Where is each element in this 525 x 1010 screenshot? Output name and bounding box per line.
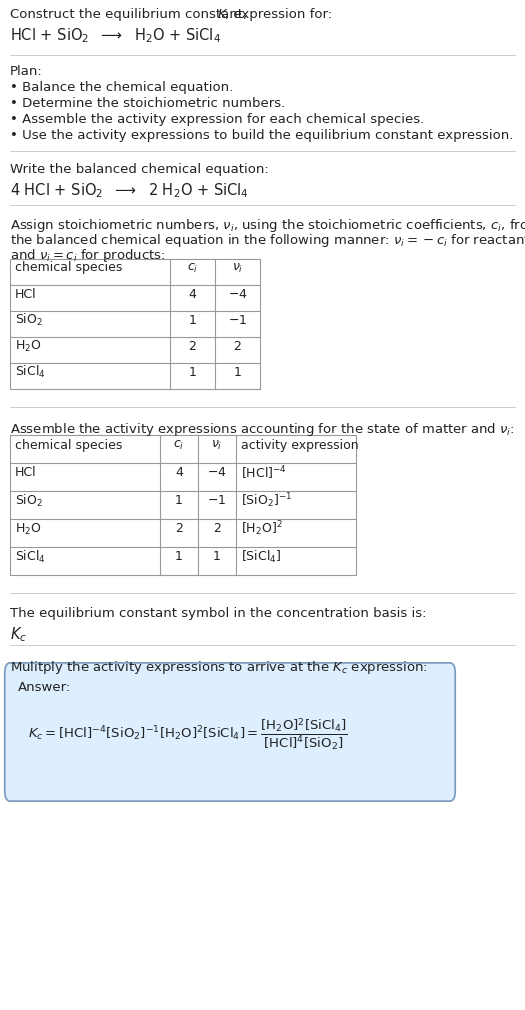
Text: 4: 4: [188, 288, 196, 301]
Text: Write the balanced chemical equation:: Write the balanced chemical equation:: [10, 163, 269, 176]
Text: 2: 2: [175, 522, 183, 535]
Text: $-4$: $-4$: [228, 288, 247, 301]
Text: $\nu_i$: $\nu_i$: [212, 438, 223, 451]
Text: the balanced chemical equation in the following manner: $\nu_i = -c_i$ for react: the balanced chemical equation in the fo…: [10, 232, 525, 249]
Text: 1: 1: [175, 550, 183, 564]
Text: Assign stoichiometric numbers, $\nu_i$, using the stoichiometric coefficients, $: Assign stoichiometric numbers, $\nu_i$, …: [10, 217, 525, 234]
Text: HCl: HCl: [15, 288, 37, 301]
Text: SiO$_2$: SiO$_2$: [15, 312, 43, 328]
Text: $[\mathrm{SiCl_4}]$: $[\mathrm{SiCl_4}]$: [241, 549, 281, 565]
Bar: [10, 435, 356, 575]
Text: 1: 1: [213, 550, 221, 564]
Text: 2: 2: [188, 339, 196, 352]
Text: Mulitply the activity expressions to arrive at the $K_c$ expression:: Mulitply the activity expressions to arr…: [10, 659, 428, 676]
Text: $\nu_i$: $\nu_i$: [232, 262, 243, 275]
Text: , expression for:: , expression for:: [225, 8, 332, 21]
Text: SiCl$_4$: SiCl$_4$: [15, 364, 46, 380]
Text: $K_c = [\mathrm{HCl}]^{-4}[\mathrm{SiO_2}]^{-1}[\mathrm{H_2O}]^{2}[\mathrm{SiCl_: $K_c = [\mathrm{HCl}]^{-4}[\mathrm{SiO_2…: [28, 717, 348, 753]
Text: chemical species: chemical species: [15, 438, 122, 451]
Text: $[\mathrm{H_2O}]^{2}$: $[\mathrm{H_2O}]^{2}$: [241, 520, 283, 538]
Text: SiCl$_4$: SiCl$_4$: [15, 549, 46, 565]
Text: H$_2$O: H$_2$O: [15, 521, 41, 536]
Text: 4 HCl + SiO$_2$  $\longrightarrow$  2 H$_2$O + SiCl$_4$: 4 HCl + SiO$_2$ $\longrightarrow$ 2 H$_2…: [10, 181, 249, 200]
Text: K: K: [218, 8, 227, 21]
Text: $K_c$: $K_c$: [10, 625, 27, 643]
Text: The equilibrium constant symbol in the concentration basis is:: The equilibrium constant symbol in the c…: [10, 607, 426, 620]
Text: and $\nu_i = c_i$ for products:: and $\nu_i = c_i$ for products:: [10, 247, 165, 264]
Text: 1: 1: [234, 366, 242, 379]
Text: 1: 1: [188, 366, 196, 379]
Text: 4: 4: [175, 467, 183, 480]
Text: Assemble the activity expressions accounting for the state of matter and $\nu_i$: Assemble the activity expressions accoun…: [10, 421, 514, 438]
Text: • Use the activity expressions to build the equilibrium constant expression.: • Use the activity expressions to build …: [10, 129, 513, 142]
Text: 2: 2: [234, 339, 242, 352]
Text: 1: 1: [188, 313, 196, 326]
Text: • Determine the stoichiometric numbers.: • Determine the stoichiometric numbers.: [10, 97, 285, 110]
Text: Plan:: Plan:: [10, 65, 43, 78]
Text: $-1$: $-1$: [207, 495, 227, 507]
Text: $c_i$: $c_i$: [173, 438, 185, 451]
Text: HCl: HCl: [15, 467, 37, 480]
Text: 1: 1: [175, 495, 183, 507]
Text: $c_i$: $c_i$: [187, 262, 198, 275]
Text: $[\mathrm{HCl}]^{-4}$: $[\mathrm{HCl}]^{-4}$: [241, 465, 287, 482]
Text: $[\mathrm{SiO_2}]^{-1}$: $[\mathrm{SiO_2}]^{-1}$: [241, 492, 292, 510]
Text: chemical species: chemical species: [15, 262, 122, 275]
Text: • Assemble the activity expression for each chemical species.: • Assemble the activity expression for e…: [10, 113, 424, 126]
Text: • Balance the chemical equation.: • Balance the chemical equation.: [10, 81, 233, 94]
Text: Construct the equilibrium constant,: Construct the equilibrium constant,: [10, 8, 251, 21]
Text: SiO$_2$: SiO$_2$: [15, 493, 43, 509]
Bar: [10, 259, 260, 389]
Text: $-4$: $-4$: [207, 467, 227, 480]
FancyBboxPatch shape: [5, 663, 455, 801]
Text: activity expression: activity expression: [241, 438, 359, 451]
Text: Answer:: Answer:: [18, 681, 71, 694]
Text: HCl + SiO$_2$  $\longrightarrow$  H$_2$O + SiCl$_4$: HCl + SiO$_2$ $\longrightarrow$ H$_2$O +…: [10, 26, 221, 44]
Text: H$_2$O: H$_2$O: [15, 338, 41, 354]
Text: 2: 2: [213, 522, 221, 535]
Text: $-1$: $-1$: [228, 313, 247, 326]
